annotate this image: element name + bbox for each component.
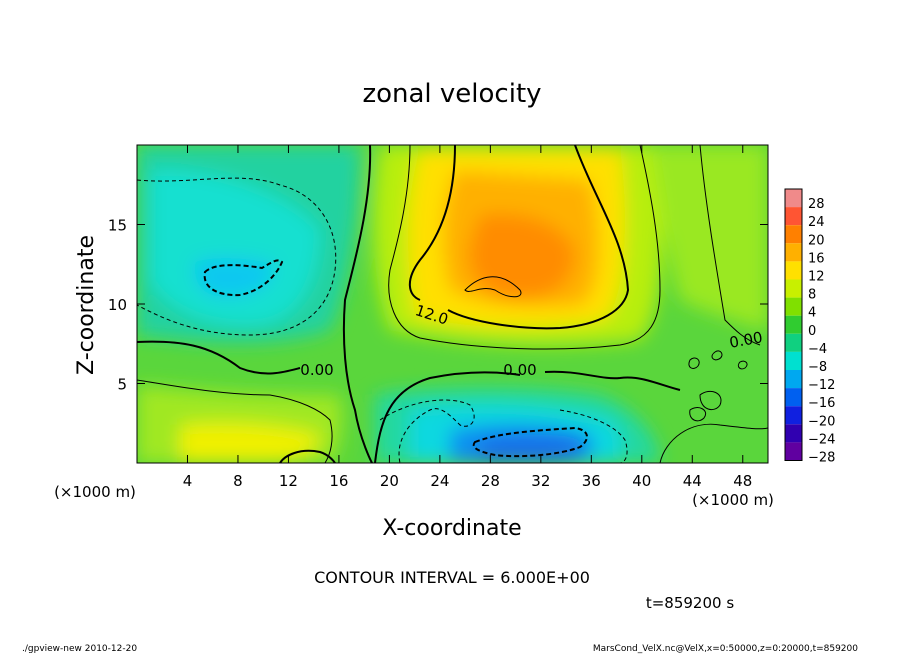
x-tick-label: 20 <box>380 472 399 490</box>
colorbar-label: −4 <box>808 342 827 357</box>
chart-title: zonal velocity <box>362 79 541 109</box>
colorbar-label: 12 <box>808 269 825 284</box>
colorbar-swatch <box>785 297 802 316</box>
contour-label: 0.00 <box>728 328 764 352</box>
colorbar-label: −16 <box>808 396 835 411</box>
colorbar-swatch <box>785 388 802 407</box>
x-tick-label: 24 <box>430 472 449 490</box>
colorbar-swatch <box>785 351 802 370</box>
colorbar-swatch <box>785 370 802 389</box>
colorbar: 28 24 20 16 12 8 4 0 −4 −8 −12 −16 −20 −24 −28 <box>784 188 835 465</box>
colorbar-label: 28 <box>808 197 825 212</box>
colorbar-swatch <box>785 261 802 280</box>
contour-label-group: 12.0 0.00 0.00 0.00 <box>300 301 764 379</box>
colorbar-label: 16 <box>808 251 825 266</box>
colorbar-swatch <box>785 189 802 208</box>
colorbar-swatch <box>785 406 802 425</box>
colorbar-label: −28 <box>808 450 835 465</box>
contour-12 <box>447 145 630 330</box>
x-tick-label: 12 <box>279 472 298 490</box>
contour-6-right <box>699 145 761 346</box>
contour-zero-central-left <box>342 145 373 463</box>
x-tick-label: 4 <box>183 472 193 490</box>
y-axis: 5 10 15 <box>108 217 768 394</box>
colorbar-swatch <box>785 442 802 461</box>
contour-neg6-bottom-right <box>559 409 628 463</box>
colorbar-label: 20 <box>808 233 825 248</box>
contour-neg12-upper-left <box>203 259 284 297</box>
x-unit-label-right: (×1000 m) <box>692 491 774 509</box>
time-label: t=859200 s <box>646 594 734 612</box>
colorbar-swatch <box>785 243 802 262</box>
x-tick-label: 44 <box>683 472 702 490</box>
contour-label: 0.00 <box>300 361 333 379</box>
contour-zero-lower-left <box>279 449 336 463</box>
contour-neg6-bottom <box>379 399 475 463</box>
x-axis: 4 8 12 16 20 24 28 32 36 40 44 48 <box>183 145 752 490</box>
colorbar-swatch <box>785 424 802 443</box>
footer-right: MarsCond_VelX.nc@VelX,x=0:50000,z=0:2000… <box>593 644 858 654</box>
x-tick-label: 8 <box>233 472 243 490</box>
footer-left: ./gpview-new 2010-12-20 <box>22 644 137 654</box>
contour-lines <box>137 145 768 463</box>
colorbar-swatch <box>785 333 802 352</box>
contour-zero-left <box>137 340 301 375</box>
field-right-light <box>650 145 768 330</box>
y-tick-label: 5 <box>117 376 127 394</box>
x-tick-label: 36 <box>582 472 601 490</box>
x-tick-label: 28 <box>481 472 500 490</box>
colorbar-swatch <box>785 225 802 244</box>
contour-18 <box>464 276 522 298</box>
colorbar-label: 4 <box>808 306 816 321</box>
contour-12-left <box>408 145 456 301</box>
colorbar-label: 24 <box>808 215 825 230</box>
x-axis-label: X-coordinate <box>382 516 521 541</box>
contour-label: 0.00 <box>503 361 536 379</box>
contour-interval: CONTOUR INTERVAL = 6.000E+00 <box>314 568 590 587</box>
x-tick-label: 48 <box>733 472 752 490</box>
x-tick-label: 16 <box>329 472 348 490</box>
colorbar-label: −20 <box>808 414 835 429</box>
colorbar-swatch <box>785 315 802 334</box>
y-axis-label: Z-coordinate <box>74 235 99 375</box>
x-tick-label: 32 <box>531 472 550 490</box>
x-unit-label: (×1000 m) <box>54 483 136 501</box>
colorbar-label: −8 <box>808 360 827 375</box>
contour-neg6-upper-left <box>137 177 337 336</box>
colorbar-swatch <box>785 279 802 298</box>
colorbar-label: −12 <box>808 378 835 393</box>
contour-6 <box>388 145 661 350</box>
plot-area <box>137 145 768 463</box>
colorbar-frame <box>784 188 803 461</box>
contour-islands <box>688 350 748 422</box>
y-tick-label: 15 <box>108 217 127 235</box>
contour-zero-central <box>374 371 521 463</box>
field-upper-left-core <box>150 169 320 326</box>
colorbar-label: 0 <box>808 324 816 339</box>
colorbar-label: −24 <box>808 432 835 447</box>
x-tick-label: 40 <box>632 472 651 490</box>
field-lower-left-yellow <box>180 423 320 463</box>
contour-6-bottom-right <box>659 423 768 463</box>
colorbar-label: 8 <box>808 288 816 303</box>
y-tick-label: 10 <box>108 296 127 314</box>
contour-6-lower <box>137 379 333 463</box>
colorbar-swatch <box>785 207 802 226</box>
contour-zero-central-right <box>544 370 681 391</box>
contour-neg12-bottom <box>472 426 588 458</box>
